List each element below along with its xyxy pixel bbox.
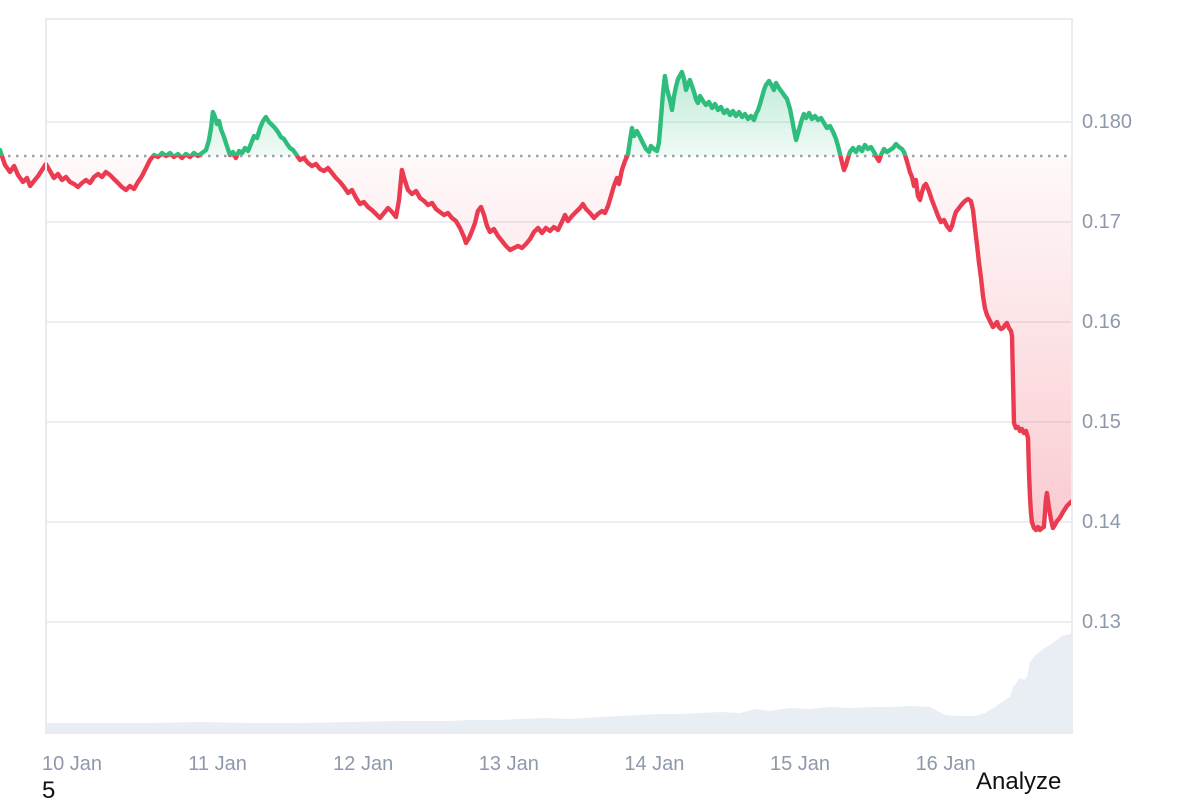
x-axis-label: 12 Jan (333, 753, 394, 775)
x-axis-label: 14 Jan (624, 753, 685, 775)
plot-border (45, 18, 1073, 734)
x-axis-label: 16 Jan (915, 753, 976, 775)
x-axis-label: 13 Jan (478, 753, 539, 775)
y-axis-label: 0.17 (1082, 211, 1121, 233)
price-area-red (0, 156, 1072, 530)
y-axis-label: 0.180 (1082, 111, 1133, 133)
y-axis-label: 0.14 (1082, 511, 1121, 533)
x-axis-label: 10 Jan (41, 753, 103, 775)
y-axis-label: 0.13 (1082, 611, 1121, 633)
volume-area (45, 634, 1072, 733)
price-area-green (0, 72, 1072, 156)
y-axis-label: 0.16 (1082, 311, 1121, 333)
y-axis-label: 0.15 (1082, 411, 1121, 433)
price-line-red (0, 156, 1072, 533)
analyze-button[interactable]: Analyze (976, 768, 1062, 795)
price-line-green (0, 69, 908, 156)
footer-left-text: 5 (42, 777, 56, 800)
x-axis-label: 11 Jan (188, 753, 247, 775)
x-axis-label: 15 Jan (769, 753, 831, 775)
